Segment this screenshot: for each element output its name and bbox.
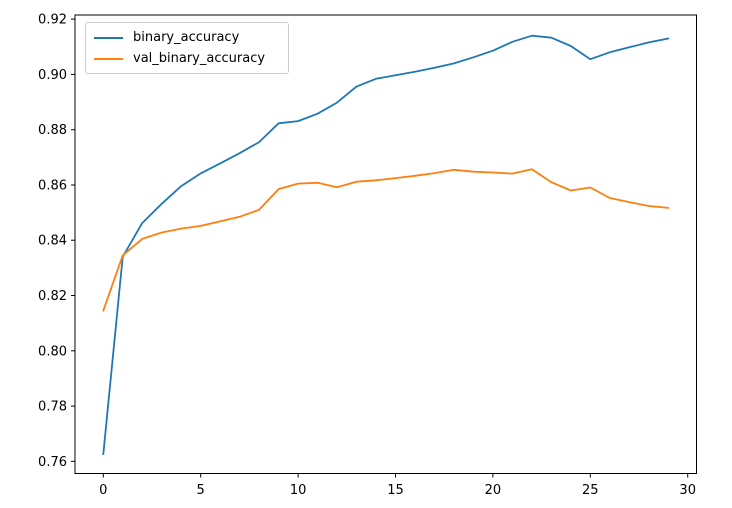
x-tick-label: 10	[290, 483, 307, 498]
x-tick-label: 30	[679, 483, 696, 498]
legend-line-sample-binary-accuracy	[94, 36, 123, 39]
y-tick-label: 0.84	[38, 234, 67, 249]
y-tick-label: 0.76	[38, 455, 67, 470]
legend-item-val-binary-accuracy: val_binary_accuracy	[94, 48, 280, 69]
y-tick-label: 0.80	[38, 344, 67, 359]
legend: binary_accuracy val_binary_accuracy	[85, 22, 289, 74]
y-tick-label: 0.78	[38, 400, 67, 415]
legend-item-binary-accuracy: binary_accuracy	[94, 27, 280, 48]
y-tick-label: 0.88	[38, 123, 67, 138]
x-tick-label: 5	[197, 483, 205, 498]
axes-frame	[74, 14, 697, 474]
y-tick-label: 0.90	[38, 68, 67, 83]
legend-label: binary_accuracy	[133, 30, 240, 45]
x-tick-label: 15	[387, 483, 404, 498]
series-line-val_binary_accuracy	[102, 168, 670, 312]
y-tick-label: 0.92	[38, 13, 67, 28]
x-tick-label: 25	[582, 483, 599, 498]
series-line-binary_accuracy	[102, 34, 670, 456]
legend-label: val_binary_accuracy	[133, 51, 266, 66]
x-tick-label: 0	[99, 483, 107, 498]
y-tick-label: 0.86	[38, 179, 67, 194]
legend-line-sample-val-binary-accuracy	[94, 57, 123, 60]
y-tick-label: 0.82	[38, 289, 67, 304]
x-tick-label: 20	[485, 483, 502, 498]
